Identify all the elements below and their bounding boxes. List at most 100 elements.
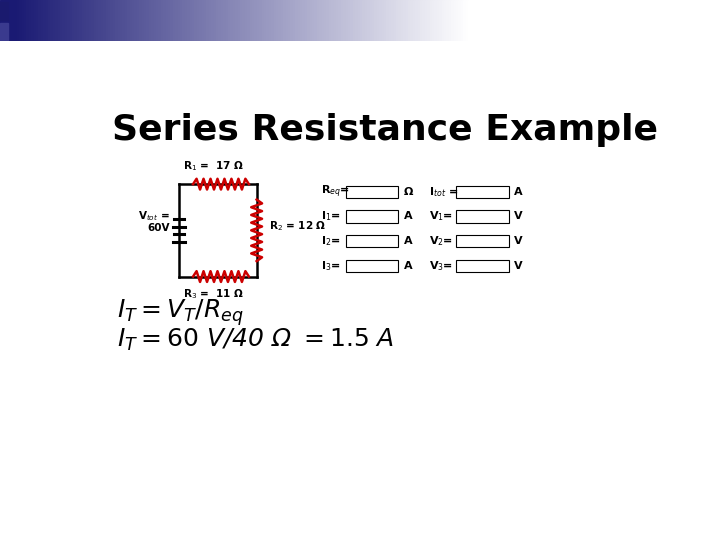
Bar	[675, 0, 677, 40]
Bar	[173, 0, 175, 40]
Bar	[81, 0, 84, 40]
Bar	[619, 0, 621, 40]
Bar	[297, 0, 300, 40]
Bar	[677, 0, 679, 40]
Bar	[475, 0, 477, 40]
Bar	[153, 0, 156, 40]
Bar	[423, 0, 425, 40]
Bar	[715, 0, 718, 40]
Bar	[650, 0, 653, 40]
Bar	[430, 0, 432, 40]
Bar	[0, 23, 8, 40]
Bar	[34, 0, 36, 40]
Bar	[132, 0, 135, 40]
Text: V: V	[514, 261, 523, 271]
Bar	[631, 0, 634, 40]
Bar	[636, 0, 639, 40]
Bar	[257, 0, 259, 40]
Bar	[358, 0, 360, 40]
Bar	[398, 0, 401, 40]
Bar	[221, 0, 223, 40]
Bar	[377, 0, 379, 40]
Bar	[648, 0, 650, 40]
Bar	[600, 0, 603, 40]
Bar	[211, 0, 214, 40]
Bar	[149, 0, 151, 40]
Text: V$_3$=: V$_3$=	[429, 259, 454, 273]
Bar	[120, 0, 122, 40]
Bar	[214, 0, 216, 40]
Bar	[706, 0, 708, 40]
Bar	[415, 0, 418, 40]
Bar	[202, 0, 204, 40]
Bar	[17, 0, 19, 40]
Text: R$_2$ = 12 Ω: R$_2$ = 12 Ω	[269, 220, 326, 233]
Bar	[300, 0, 302, 40]
Bar	[439, 0, 441, 40]
Bar	[379, 0, 382, 40]
Bar	[171, 0, 173, 40]
Bar	[137, 0, 139, 40]
Text: Series Resistance Example: Series Resistance Example	[112, 112, 657, 146]
Bar	[194, 0, 197, 40]
Bar	[36, 0, 38, 40]
Bar	[45, 0, 48, 40]
Bar	[341, 0, 343, 40]
Bar	[581, 0, 583, 40]
Bar	[91, 0, 94, 40]
Bar	[99, 0, 101, 40]
Bar	[382, 0, 384, 40]
Bar	[252, 0, 254, 40]
Bar	[58, 0, 60, 40]
Bar	[238, 0, 240, 40]
Bar	[607, 0, 610, 40]
Text: Ω: Ω	[404, 187, 413, 197]
Bar	[245, 0, 247, 40]
Bar	[333, 0, 336, 40]
Bar	[629, 0, 631, 40]
Bar	[571, 0, 574, 40]
Bar	[528, 0, 531, 40]
Bar	[209, 0, 211, 40]
Bar	[542, 0, 545, 40]
Text: R$_1$ =  17 Ω: R$_1$ = 17 Ω	[184, 160, 245, 173]
Bar	[286, 0, 288, 40]
Bar	[405, 0, 408, 40]
Bar	[233, 0, 235, 40]
Bar	[125, 0, 127, 40]
Bar	[86, 0, 89, 40]
Bar	[701, 0, 703, 40]
Bar	[365, 0, 367, 40]
Bar	[547, 0, 549, 40]
Bar	[187, 0, 189, 40]
Bar	[127, 0, 130, 40]
Bar	[552, 0, 554, 40]
Bar	[617, 0, 619, 40]
Bar	[326, 0, 329, 40]
Bar	[9, 0, 12, 40]
Bar	[410, 0, 413, 40]
Bar	[603, 0, 605, 40]
Bar	[360, 0, 362, 40]
Bar	[0, 2, 8, 20]
Text: A: A	[404, 212, 413, 221]
Bar	[158, 0, 161, 40]
Bar	[295, 0, 297, 40]
Bar	[338, 0, 341, 40]
Bar	[243, 0, 245, 40]
Bar	[444, 0, 446, 40]
Bar	[564, 0, 567, 40]
Bar	[463, 0, 466, 40]
Bar	[456, 235, 508, 247]
Bar	[50, 0, 53, 40]
Bar	[511, 0, 513, 40]
Bar	[621, 0, 624, 40]
Bar	[53, 0, 55, 40]
Bar	[254, 0, 257, 40]
Bar	[101, 0, 103, 40]
Bar	[189, 0, 192, 40]
Bar	[346, 186, 398, 198]
Bar	[302, 0, 305, 40]
Bar	[521, 0, 523, 40]
Text: 60V: 60V	[148, 223, 170, 233]
